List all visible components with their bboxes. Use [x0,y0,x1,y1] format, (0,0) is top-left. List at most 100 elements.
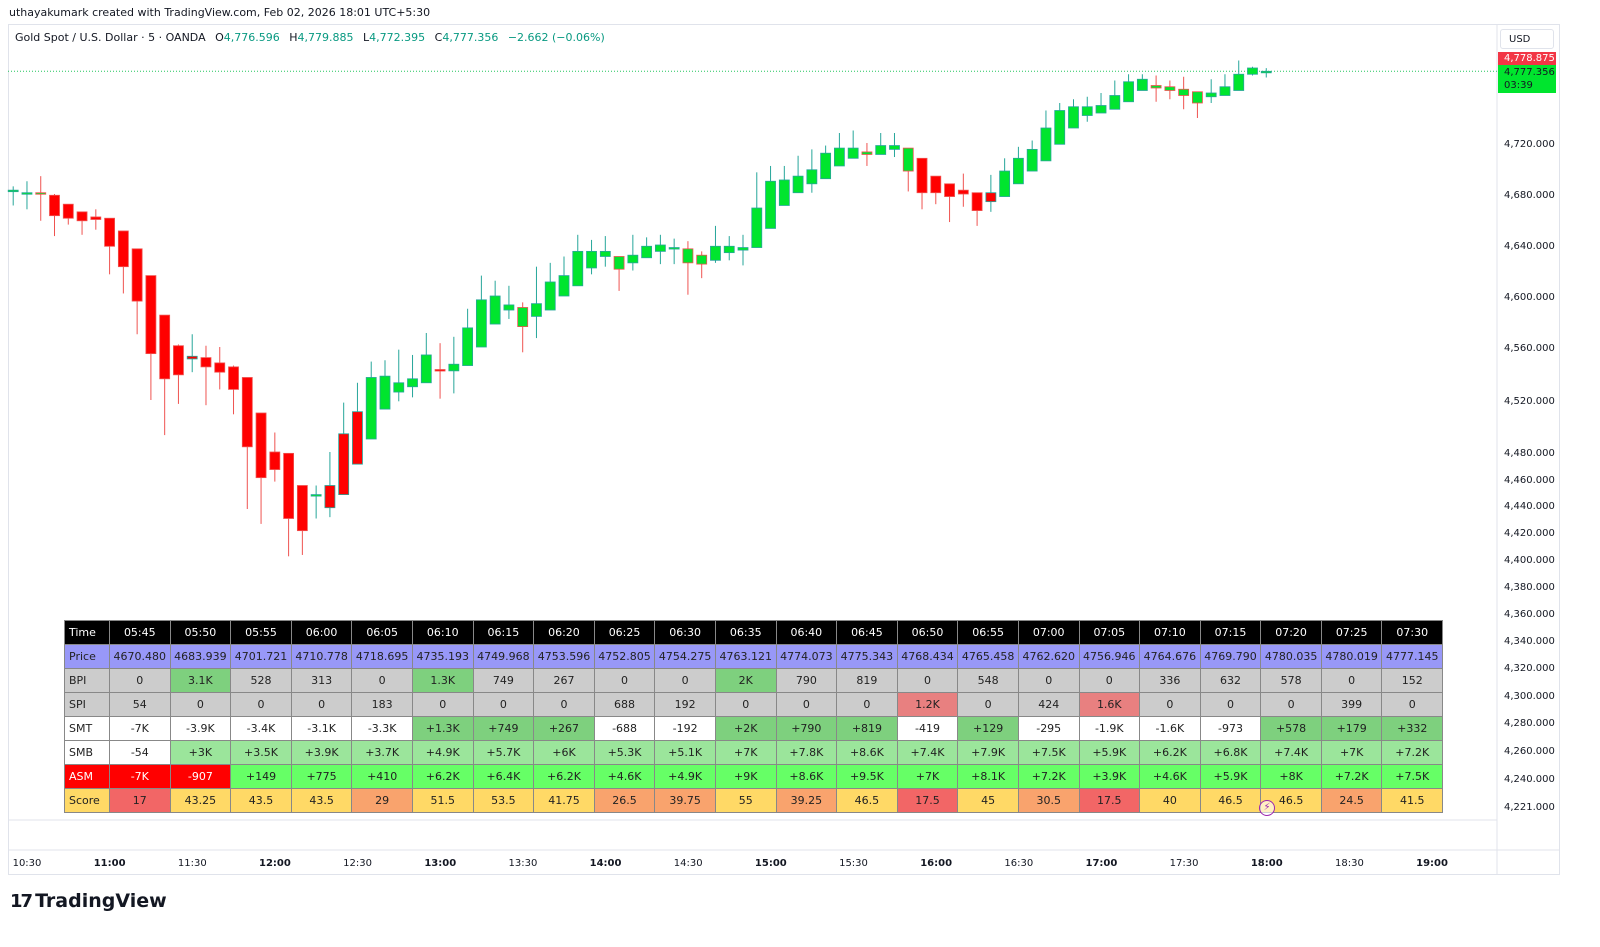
table-cell: -7K [109,716,171,741]
table-row: BPI 0 3.1K 528 313 0 1.3K 749 267 0 0 2K 790 819 0 548 0… [64,668,1444,693]
row-label: BPI [64,668,110,693]
table-cell: 0 [593,668,656,693]
table-cell: -419 [896,716,959,741]
table-cell: +8.1K [957,764,1019,789]
candle-body [572,250,584,287]
table-cell: 4753.596 [533,644,595,669]
table-cell: 313 [290,668,353,693]
symbol-name[interactable]: Gold Spot / U.S. Dollar · 5 · OANDA [15,31,206,44]
candle-body [1123,81,1134,103]
candle-body [1068,106,1079,129]
candle-body [517,307,529,328]
tradingview-logo[interactable]: 17 TradingView [10,890,167,912]
table-cell: 4762.620 [1017,644,1080,669]
price-axis-label: 4,460.000 [1504,475,1555,486]
time-axis-label: 15:30 [839,858,868,869]
table-header-label: Time [64,620,110,645]
lightning-icon[interactable]: ⚡ [1259,800,1275,816]
table-cell: 183 [351,692,413,717]
price-axis-label: 4,480.000 [1504,448,1555,459]
last-price: 4,777.356 [1504,67,1555,78]
table-cell: +4.6K [593,764,656,789]
candle-body [586,250,597,269]
table-cell: 4763.121 [714,644,777,669]
candle-body [627,254,639,264]
table-cell: 0 [351,668,413,693]
table-cell: -3.4K [230,716,292,741]
currency-button[interactable]: USD [1500,29,1554,49]
price-axis-label: 4,600.000 [1504,292,1555,303]
candle-body [957,189,969,195]
table-cell: 45 [957,788,1019,813]
candle-body [269,451,281,470]
table-cell: +5.9K [1078,740,1141,765]
table-cell: +5.1K [654,740,716,765]
price-axis-label: 4,320.000 [1504,663,1555,674]
table-cell: 0 [654,668,716,693]
table-cell: 4754.275 [654,644,716,669]
time-axis-label: 14:30 [674,858,703,869]
candle-body [283,452,295,519]
high-value: 4,779.885 [297,31,354,44]
table-cell: +7.2K [1381,740,1444,765]
time-axis-label: 16:30 [1004,858,1033,869]
table-cell: +4.9K [411,740,474,765]
candle-body [971,192,983,211]
table-cell: 17.5 [896,788,959,813]
time-axis-label: 16:00 [920,858,952,869]
table-cell: 1.3K [411,668,474,693]
table-cell: 4701.721 [230,644,292,669]
candle-body [737,247,749,251]
candle-body [1081,106,1093,116]
table-cell: 819 [836,668,898,693]
table-cell: 0 [1199,692,1262,717]
high-label: H [289,31,298,44]
table-cell: 0 [472,692,535,717]
time-axis-label: 17:30 [1170,858,1199,869]
time-axis-label: 12:00 [259,858,291,869]
candle-body [228,366,239,390]
table-cell: 632 [1199,668,1262,693]
table-cell: +7K [714,740,777,765]
logo-text: TradingView [35,890,167,912]
table-cell: +6.2K [533,764,595,789]
table-cell: +7.9K [957,740,1019,765]
table-cell: +578 [1260,716,1322,741]
low-value: 4,772.395 [369,31,426,44]
table-cell: 4710.778 [290,644,353,669]
last-price-tag: 4,777.356 03:39 [1498,65,1556,93]
candle-body [1136,78,1148,91]
time-column-header: 05:50 [169,620,232,645]
row-label: Price [64,644,110,669]
low-label: L [363,31,370,44]
table-cell: 0 [169,692,232,717]
candle-body [875,145,887,155]
table-cell: 17.5 [1078,788,1141,813]
table-cell: 0 [1078,668,1141,693]
table-cell: +6K [533,740,595,765]
candle-body [765,180,776,229]
time-axis-label: 11:30 [178,858,207,869]
price-axis-label: 4,680.000 [1504,190,1555,201]
time-column-header: 06:35 [714,620,777,645]
candle-body [985,192,997,203]
time-column-header: 07:00 [1017,620,1080,645]
time-column-header: 06:20 [533,620,595,645]
candle-body [1095,105,1107,114]
candle-body [654,244,666,252]
table-cell: 4749.968 [472,644,535,669]
table-cell: +332 [1381,716,1444,741]
candle-body [379,375,391,410]
price-axis-label: 4,240.000 [1504,774,1555,785]
candle-body [930,175,942,194]
candle-body [696,254,708,265]
candle-body [104,217,115,247]
table-cell: +4.9K [654,764,716,789]
candle-body [1205,92,1217,98]
table-cell: -7K [109,764,171,789]
indicator-table: Time 05:45 05:50 05:55 06:00 06:05 06:10 06:15 0… [64,620,1444,813]
time-column-header: 06:55 [957,620,1019,645]
table-cell: +267 [533,716,595,741]
price-axis-label: 4,440.000 [1504,501,1555,512]
